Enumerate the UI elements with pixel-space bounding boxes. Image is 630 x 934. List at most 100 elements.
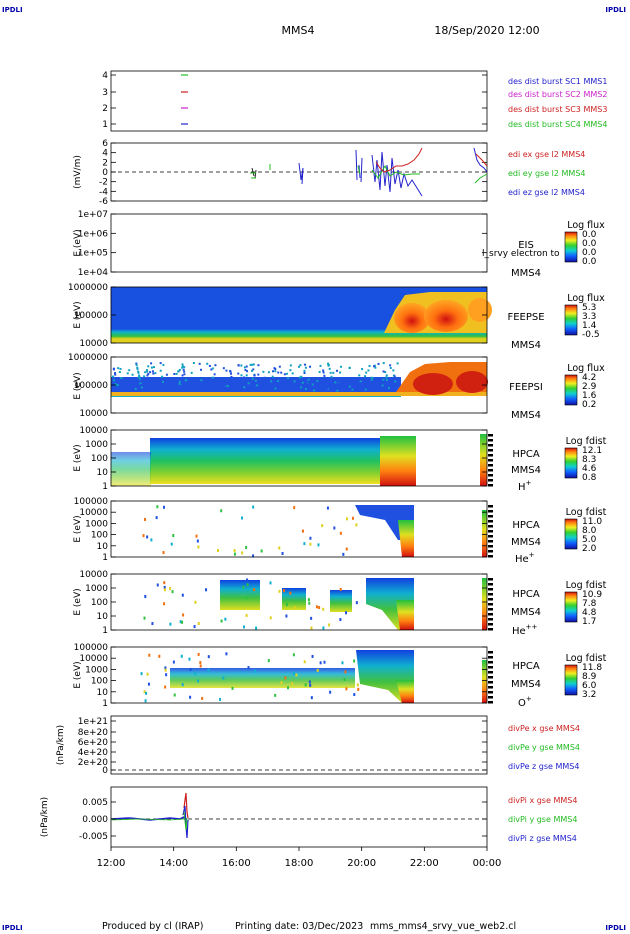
spectrogram-feature: [394, 303, 430, 333]
noise-pixel: [389, 366, 392, 369]
legend-entry: des dist burst SC1 MMS1: [508, 77, 607, 86]
speckle-pixel: [278, 546, 281, 550]
spectrogram-feature: [398, 520, 414, 557]
speckle-pixel: [274, 693, 277, 697]
speckle-pixel: [253, 669, 256, 673]
noise-pixel: [180, 382, 183, 385]
speckle-pixel: [294, 605, 297, 609]
speckle-pixel: [345, 547, 348, 551]
noise-pixel: [143, 375, 146, 378]
noise-pixel: [222, 367, 225, 370]
speckle-pixel: [281, 551, 284, 555]
y-tick-label: 100000: [74, 497, 109, 507]
colorbar-tick-label: 6.0: [582, 681, 597, 691]
noise-pixel: [267, 371, 270, 374]
speckle-pixel: [197, 545, 200, 549]
noise-pixel: [394, 380, 397, 383]
colorbar-tick-label: 11.8: [582, 663, 602, 673]
spacecraft-label: MMS4: [511, 410, 541, 421]
speckle-pixel: [231, 686, 234, 690]
noise-pixel: [299, 364, 302, 367]
speckle-pixel: [197, 652, 200, 656]
speckle-pixel: [173, 693, 176, 697]
panel-feepsi: 1000000 100000 10000 E (eV) FEEPSI MMS4 Lo…: [68, 353, 605, 421]
speckle-pixel: [310, 696, 313, 700]
speckle-pixel: [309, 542, 312, 546]
speckle-pixel: [323, 660, 326, 664]
colorbar-tick-label: 12.1: [582, 446, 602, 456]
noise-pixel: [270, 380, 273, 383]
noise-pixel: [387, 387, 390, 390]
right-marker: [488, 588, 493, 591]
noise-pixel: [131, 373, 134, 376]
noise-pixel: [242, 386, 245, 389]
speckle-pixel: [285, 602, 288, 606]
noise-pixel: [210, 389, 213, 392]
y-tick-label: 8e+20: [78, 728, 109, 738]
corner-label: IPDLI: [2, 6, 23, 14]
noise-pixel: [135, 363, 138, 366]
y-tick-label: 10: [97, 612, 109, 622]
speckle-pixel: [151, 622, 154, 626]
noise-pixel: [274, 370, 277, 373]
y-tick-label: -4: [99, 187, 108, 197]
noise-pixel: [237, 372, 240, 375]
y-tick-label: 100000: [74, 311, 109, 321]
speckle-pixel: [310, 616, 313, 620]
panel-eis: 1e+07 1e+06 1e+05 1e+04 E (eV) EIS l_srvy e…: [73, 210, 605, 279]
speckle-pixel: [304, 683, 307, 687]
colorbar-tick-label: 8.9: [582, 672, 597, 682]
instrument-label: FEEPSI: [509, 382, 543, 393]
x-tick-label: 20:00: [347, 858, 376, 869]
spectrogram-speckle: [140, 652, 360, 703]
noise-pixel: [303, 388, 306, 391]
speckle-pixel: [194, 672, 197, 676]
spacecraft-label: MMS4: [511, 465, 541, 476]
speckle-pixel: [207, 668, 210, 672]
colorbar-title: Log fdist: [566, 580, 607, 591]
speckle-pixel: [181, 683, 184, 687]
colorbar-tick-label: 0.2: [582, 400, 596, 410]
y-tick-label: 100: [91, 598, 108, 608]
right-marker: [488, 545, 493, 548]
legend-entry: divPe x gse MMS4: [508, 724, 580, 733]
colorbar: [564, 374, 578, 406]
y-tick-label: 0.005: [82, 798, 108, 808]
noise-pixel: [147, 372, 150, 375]
speckle-pixel: [353, 659, 356, 663]
colorbar-tick-label: 0.0: [582, 239, 597, 249]
speckle-pixel: [291, 682, 294, 686]
noise-pixel: [318, 378, 321, 381]
noise-pixel: [252, 368, 255, 371]
speckle-pixel: [339, 587, 342, 591]
noise-pixel: [208, 364, 211, 367]
spacecraft-label: MMS4: [511, 268, 541, 279]
y-tick-label: 4e+20: [78, 748, 109, 758]
speckle-pixel: [201, 696, 204, 700]
noise-pixel: [118, 371, 121, 374]
panel-divpi: 0.005 0.000 -0.005 (nPa/km) divPi x gse MM…: [40, 786, 577, 869]
speckle-pixel: [260, 549, 263, 553]
noise-pixel: [139, 379, 142, 382]
right-marker: [488, 671, 493, 674]
noise-pixel: [227, 385, 230, 388]
speckle-pixel: [146, 535, 149, 539]
noise-pixel: [112, 375, 115, 378]
colorbar-tick-label: 1.7: [582, 617, 596, 627]
speckle-pixel: [245, 613, 248, 617]
speckle-pixel: [140, 672, 143, 676]
noise-pixel: [305, 382, 308, 385]
right-marker: [488, 469, 493, 472]
y-tick-label: 100: [91, 531, 108, 541]
spectrogram-speckle: [143, 578, 358, 630]
speckle-pixel: [144, 699, 147, 703]
speckle-pixel: [315, 605, 318, 609]
speckle-pixel: [302, 529, 305, 533]
colorbar-title: Log fdist: [566, 436, 607, 447]
y-axis-label: E (eV): [73, 301, 83, 328]
noise-pixel: [329, 384, 332, 387]
speckle-pixel: [242, 585, 245, 589]
speckle-pixel: [162, 551, 165, 555]
